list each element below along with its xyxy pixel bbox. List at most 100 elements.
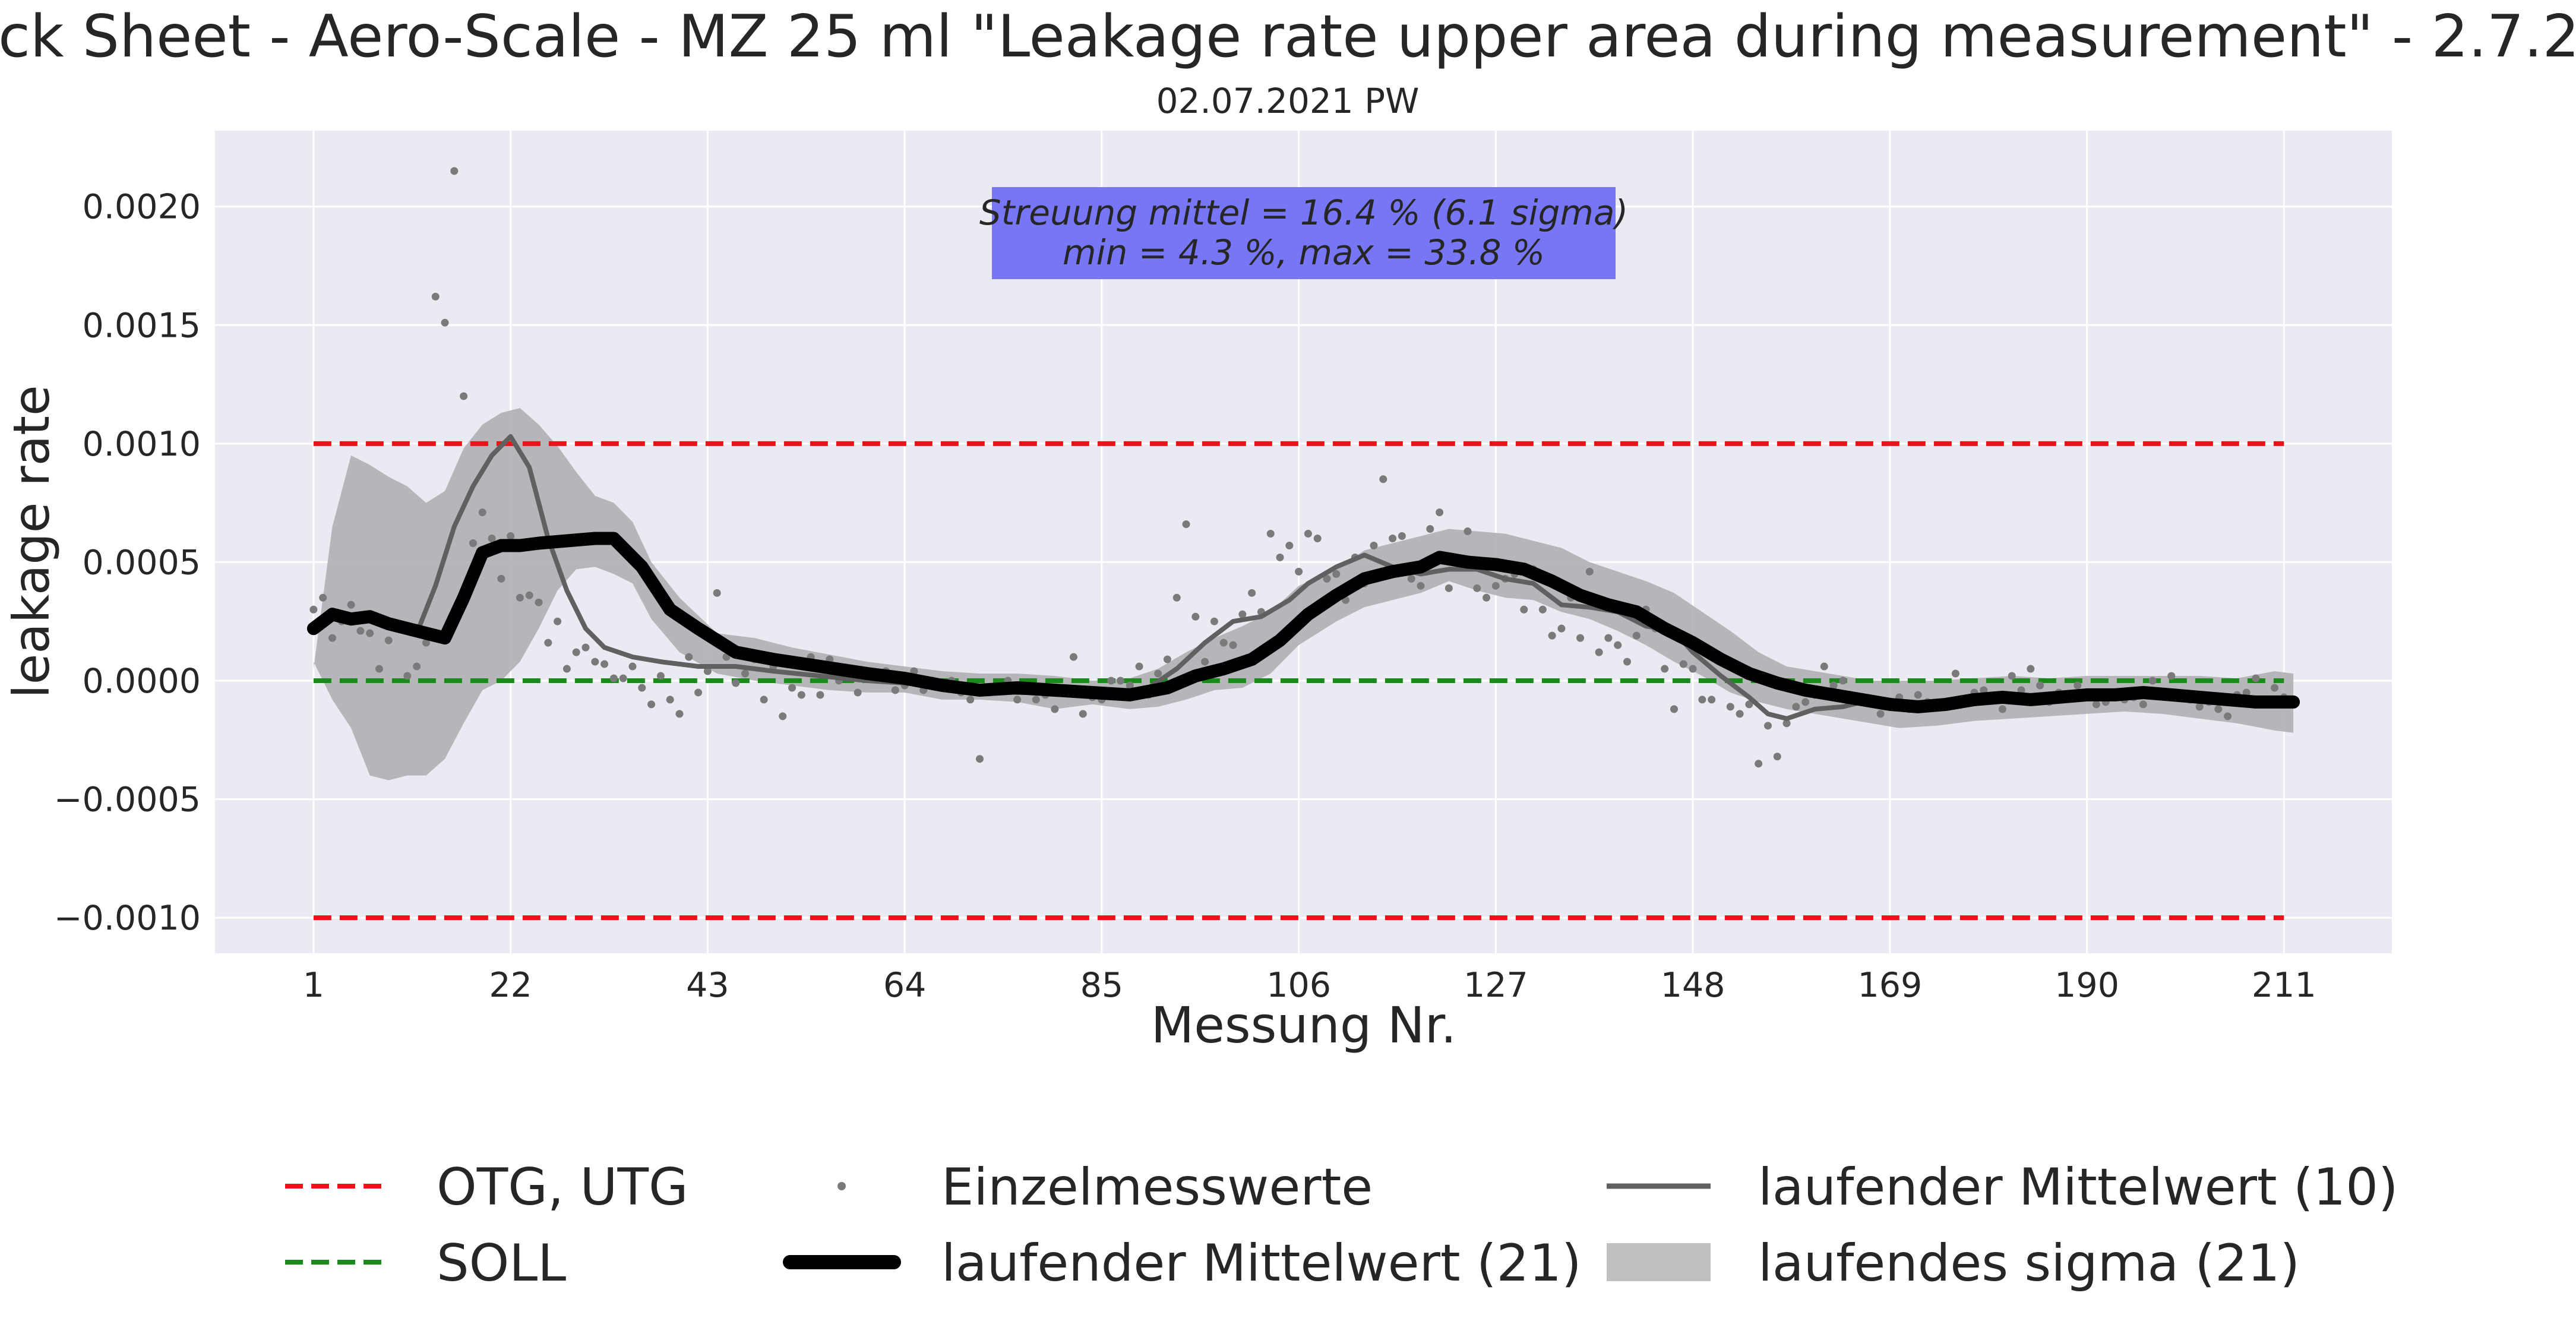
single-value-point	[797, 691, 805, 699]
legend-item: laufender Mittelwert (21)	[783, 1234, 1582, 1293]
single-value-point	[1285, 541, 1294, 549]
single-value-point	[1135, 662, 1143, 671]
single-value-point	[1219, 639, 1228, 647]
single-value-point	[1313, 535, 1322, 543]
single-value-point	[600, 660, 609, 668]
single-value-point	[666, 696, 674, 704]
single-value-point	[1538, 605, 1547, 614]
legend-swatch-dot	[837, 1182, 846, 1190]
single-value-point	[1295, 567, 1303, 576]
x-tick-label: 43	[686, 966, 729, 1005]
single-value-point	[1069, 653, 1077, 661]
single-value-point	[2017, 686, 2025, 694]
single-value-point	[2271, 684, 2279, 692]
single-value-point	[544, 639, 552, 647]
single-value-point	[507, 532, 515, 541]
single-value-point	[2148, 677, 2157, 685]
single-value-point	[1191, 612, 1200, 621]
single-value-point	[1614, 641, 1622, 649]
single-value-point	[1726, 703, 1734, 711]
x-tick-label: 190	[2055, 966, 2119, 1005]
single-value-point	[609, 674, 618, 682]
legend-label: SOLL	[437, 1234, 566, 1293]
single-value-point	[1585, 567, 1594, 576]
single-value-point	[1389, 535, 1397, 543]
y-tick-label: 0.0015	[83, 306, 201, 345]
legend-item: SOLL	[285, 1234, 566, 1293]
single-value-point	[685, 653, 693, 661]
y-tick-label: 0.0005	[83, 543, 201, 582]
legend-item: OTG, UTG	[285, 1158, 688, 1217]
chart-subtitle: 02.07.2021 PW	[1156, 81, 1420, 121]
single-value-point	[366, 629, 374, 637]
single-value-point	[779, 712, 787, 720]
running-mean-21-layer	[306, 532, 2300, 713]
single-value-point	[2242, 688, 2251, 697]
single-value-point	[975, 755, 984, 763]
y-tick-label: −0.0005	[54, 780, 201, 820]
single-value-point	[1736, 710, 1744, 718]
single-value-point	[1238, 610, 1247, 618]
single-value-point	[1116, 677, 1124, 685]
single-value-point	[460, 392, 468, 400]
single-value-point	[1445, 584, 1453, 592]
single-value-point	[1914, 691, 1922, 699]
single-value-point	[2167, 672, 2176, 680]
x-tick-label: 22	[489, 966, 532, 1005]
single-value-point	[478, 508, 486, 517]
single-value-point	[1398, 532, 1406, 541]
legend-label: laufender Mittelwert (21)	[941, 1234, 1582, 1293]
single-value-point	[1107, 677, 1115, 685]
single-value-point	[1407, 574, 1415, 583]
single-value-point	[488, 535, 496, 543]
y-tick-label: 0.0010	[83, 425, 201, 464]
single-value-point	[422, 639, 430, 647]
single-value-point	[816, 691, 824, 699]
single-value-point	[1670, 705, 1678, 713]
y-tick-label: 0.0020	[83, 188, 201, 227]
single-value-point	[497, 574, 505, 583]
single-value-point	[1557, 624, 1566, 633]
single-value-point	[2214, 705, 2223, 713]
single-value-point	[1679, 660, 1687, 668]
single-value-point	[1473, 584, 1481, 592]
single-value-point	[1698, 696, 1706, 704]
single-value-point	[375, 665, 383, 673]
single-value-point	[1013, 696, 1022, 704]
single-value-point	[741, 669, 750, 678]
annotation-background	[992, 187, 1616, 279]
single-value-point	[1172, 593, 1181, 602]
y-axis-label: leakage rate	[2, 385, 61, 698]
single-value-point	[1689, 665, 1697, 673]
single-value-point	[1661, 665, 1669, 673]
single-value-point	[2252, 674, 2260, 682]
legend-label: laufender Mittelwert (10)	[1758, 1158, 2398, 1217]
annotation-line-1: Streuung mittel = 16.4 % (6.1 sigma)	[979, 192, 1628, 233]
annotation-line-2: min = 4.3 %, max = 33.8 %	[1063, 232, 1545, 273]
single-value-point	[1154, 669, 1162, 678]
single-value-point	[469, 539, 477, 547]
single-value-point	[638, 684, 646, 692]
single-value-point	[1417, 581, 1425, 590]
single-value-point	[403, 672, 412, 680]
single-value-point	[854, 688, 862, 697]
x-tick-label: 1	[303, 966, 324, 1005]
x-tick-label: 211	[2252, 966, 2316, 1005]
single-value-point	[1126, 681, 1134, 690]
single-value-point	[1436, 508, 1444, 517]
single-value-point	[1782, 719, 1791, 728]
single-value-point	[1998, 705, 2006, 713]
single-value-point	[1032, 696, 1040, 704]
single-value-point	[1079, 710, 1087, 718]
x-tick-label: 106	[1266, 966, 1331, 1005]
single-value-point	[1755, 760, 1763, 768]
single-value-point	[1248, 589, 1256, 597]
single-value-point	[1632, 631, 1641, 640]
single-value-point	[1829, 681, 1838, 690]
single-value-point	[1491, 581, 1500, 590]
single-value-point	[431, 292, 440, 301]
single-value-point	[1464, 527, 1472, 536]
single-value-point	[450, 167, 459, 175]
single-value-point	[516, 593, 524, 602]
single-value-point	[1051, 705, 1059, 713]
